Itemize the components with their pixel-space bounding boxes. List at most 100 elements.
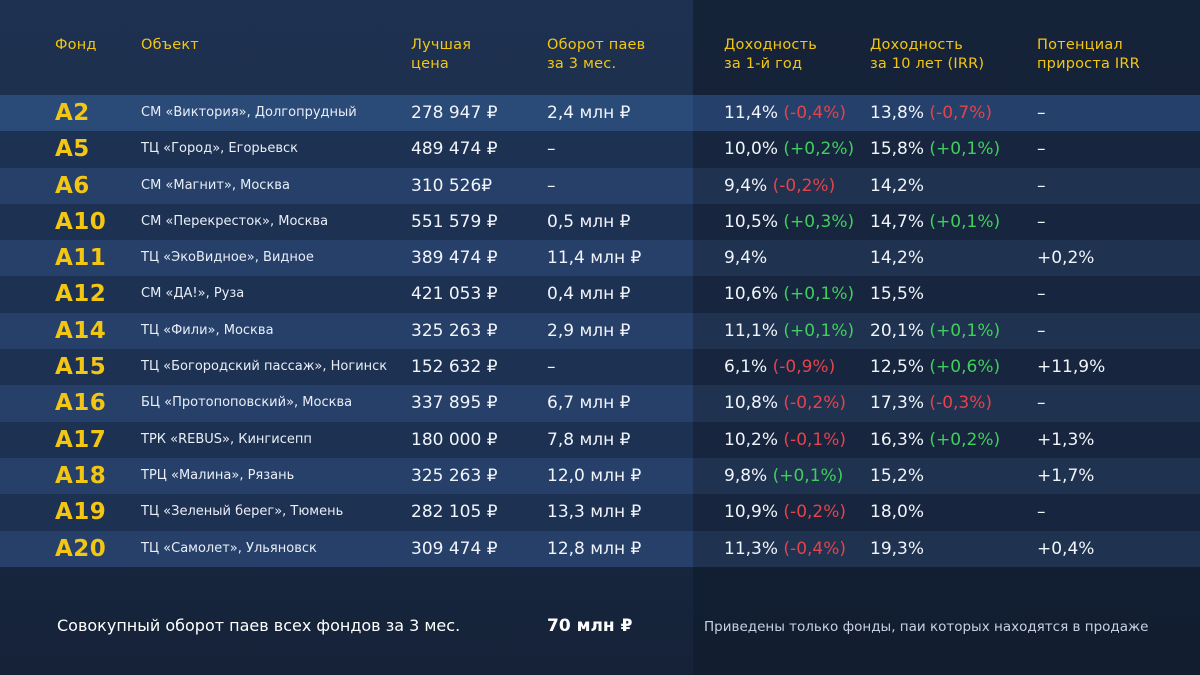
turnover-3m: 12,8 млн ₽ bbox=[547, 538, 642, 559]
yield-1y: 10,6% (+0,1%) bbox=[724, 276, 854, 312]
yield-10y: 15,8% (+0,1%) bbox=[870, 131, 1000, 167]
irr-potential: – bbox=[1037, 103, 1046, 123]
row-band-left bbox=[0, 494, 693, 531]
yield-1y: 10,2% (-0,1%) bbox=[724, 422, 846, 458]
header-object: Объект bbox=[141, 37, 199, 53]
yield-10y: 16,3% (+0,2%) bbox=[870, 422, 1000, 458]
object-name: ТЦ «Самолет», Ульяновск bbox=[141, 540, 317, 556]
yield-10y: 14,2% bbox=[870, 240, 924, 276]
object-name: СМ «Перекресток», Москва bbox=[141, 213, 329, 229]
table-row: A2 СМ «Виктория», Долгопрудный 278 947 ₽… bbox=[0, 95, 1200, 132]
row-band-left bbox=[0, 385, 693, 422]
fund-code: A11 bbox=[55, 245, 107, 272]
object-name: ТЦ «ЭкоВидное», Видное bbox=[141, 250, 314, 266]
yield-10y-value: 12,5% bbox=[870, 357, 925, 378]
header-yield-10y: Доходность за 10 лет (IRR) bbox=[870, 37, 985, 72]
row-band-right bbox=[693, 203, 1200, 241]
yield-10y-value: 15,5% bbox=[870, 284, 925, 305]
yield-1y: 10,5% (+0,3%) bbox=[724, 204, 854, 240]
yield-1y: 9,4% bbox=[724, 240, 767, 276]
yield-1y-value: 10,2% bbox=[724, 429, 779, 450]
irr-potential: +1,3% bbox=[1037, 429, 1095, 450]
row-band-right bbox=[693, 385, 1200, 422]
yield-1y-value: 11,1% bbox=[724, 320, 779, 341]
object-name: ТЦ «Зеленый берег», Тюмень bbox=[141, 504, 344, 520]
yield-10y-delta: (-0,3%) bbox=[929, 393, 993, 414]
turnover-3m: 2,9 млн ₽ bbox=[547, 320, 631, 341]
row-band-left bbox=[0, 203, 693, 241]
table-row: A19 ТЦ «Зеленый берег», Тюмень 282 105 ₽… bbox=[0, 494, 1200, 531]
fund-code: A17 bbox=[55, 426, 107, 453]
object-name: БЦ «Протопоповский», Москва bbox=[141, 395, 353, 411]
yield-10y-delta: (-0,7%) bbox=[929, 103, 993, 123]
yield-1y: 10,8% (-0,2%) bbox=[724, 385, 846, 421]
yield-10y: 13,8% (-0,7%) bbox=[870, 95, 992, 131]
best-price: 337 895 ₽ bbox=[411, 393, 498, 414]
object-name: СМ «Виктория», Долгопрудный bbox=[141, 105, 357, 120]
yield-1y-value: 11,3% bbox=[724, 538, 779, 559]
yield-10y-value: 19,3% bbox=[870, 538, 925, 559]
yield-10y: 17,3% (-0,3%) bbox=[870, 385, 992, 421]
yield-10y-delta: (+0,1%) bbox=[929, 139, 1001, 160]
turnover-3m: 13,3 млн ₽ bbox=[547, 502, 642, 523]
yield-1y-delta: (+0,1%) bbox=[783, 284, 855, 305]
irr-potential: – bbox=[1037, 175, 1046, 196]
irr-potential: +1,7% bbox=[1037, 465, 1095, 486]
turnover-3m: 2,4 млн ₽ bbox=[547, 103, 631, 123]
yield-10y-delta: (+0,1%) bbox=[929, 211, 1001, 232]
yield-10y-value: 15,2% bbox=[870, 465, 925, 486]
footer-note: Приведены только фонды, паи которых нахо… bbox=[704, 619, 1149, 635]
yield-1y-delta: (-0,1%) bbox=[783, 429, 847, 450]
yield-10y: 18,0% bbox=[870, 494, 924, 530]
table-row: A5 ТЦ «Город», Егорьевск 489 474 ₽ – 10,… bbox=[0, 131, 1200, 168]
turnover-3m: 12,0 млн ₽ bbox=[547, 465, 642, 486]
yield-10y-value: 14,7% bbox=[870, 211, 925, 232]
object-name: ТЦ «Город», Егорьевск bbox=[141, 141, 298, 157]
yield-10y-value: 20,1% bbox=[870, 320, 925, 341]
header-fund: Фонд bbox=[55, 37, 97, 53]
yield-10y: 12,5% (+0,6%) bbox=[870, 349, 1000, 385]
irr-potential: – bbox=[1037, 502, 1046, 523]
row-band-left bbox=[0, 530, 693, 567]
table-row: A17 ТРК «REBUS», Кингисепп 180 000 ₽ 7,8… bbox=[0, 421, 1200, 458]
row-band-right bbox=[693, 530, 1200, 567]
best-price: 282 105 ₽ bbox=[411, 502, 498, 523]
best-price: 551 579 ₽ bbox=[411, 211, 498, 232]
best-price: 421 053 ₽ bbox=[411, 284, 498, 305]
irr-potential: – bbox=[1037, 211, 1046, 232]
yield-10y-value: 16,3% bbox=[870, 429, 925, 450]
row-band-left bbox=[0, 167, 693, 204]
yield-1y-delta: (-0,9%) bbox=[772, 357, 836, 378]
table-row: A14 ТЦ «Фили», Москва 325 263 ₽ 2,9 млн … bbox=[0, 312, 1200, 350]
row-band-right bbox=[693, 457, 1200, 495]
yield-1y-delta: (+0,1%) bbox=[772, 465, 844, 486]
yield-1y: 10,9% (-0,2%) bbox=[724, 494, 846, 530]
fund-code: A12 bbox=[55, 281, 107, 308]
object-name: ТЦ «Фили», Москва bbox=[141, 322, 274, 338]
yield-1y-value: 10,8% bbox=[724, 393, 779, 414]
header-turnover: Оборот паев за 3 мес. bbox=[547, 37, 646, 72]
best-price: 310 526₽ bbox=[411, 175, 493, 196]
header-best-price: Лучшая цена bbox=[411, 37, 472, 72]
fund-code: A16 bbox=[55, 390, 107, 417]
yield-1y-delta: (+0,1%) bbox=[783, 320, 855, 341]
yield-10y: 15,5% bbox=[870, 276, 924, 312]
yield-1y-value: 10,0% bbox=[724, 139, 779, 160]
total-turnover-label: Совокупный оборот паев всех фондов за 3 … bbox=[57, 616, 461, 635]
fund-code: A5 bbox=[55, 136, 90, 163]
row-band-left bbox=[0, 95, 693, 132]
fund-code: A14 bbox=[55, 317, 107, 344]
table-row: A12 СМ «ДА!», Руза 421 053 ₽ 0,4 млн ₽ 1… bbox=[0, 276, 1200, 313]
row-band-left bbox=[0, 349, 693, 386]
row-band-left bbox=[0, 276, 693, 313]
row-band-right bbox=[693, 494, 1200, 531]
yield-10y-value: 17,3% bbox=[870, 393, 925, 414]
yield-10y-delta: (+0,6%) bbox=[929, 357, 1001, 378]
yield-1y: 10,0% (+0,2%) bbox=[724, 131, 854, 167]
best-price: 489 474 ₽ bbox=[411, 139, 498, 160]
table-body: A2 СМ «Виктория», Долгопрудный 278 947 ₽… bbox=[0, 95, 1200, 567]
irr-potential: +0,4% bbox=[1037, 538, 1095, 559]
yield-1y: 6,1% (-0,9%) bbox=[724, 349, 835, 385]
best-price: 278 947 ₽ bbox=[411, 103, 498, 123]
yield-10y-value: 14,2% bbox=[870, 175, 925, 196]
